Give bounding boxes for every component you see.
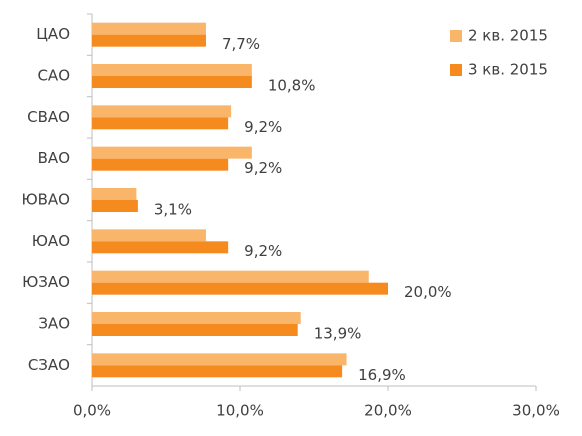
bar bbox=[92, 229, 206, 242]
bar bbox=[92, 76, 252, 88]
value-label: 9,2% bbox=[244, 118, 282, 136]
bar bbox=[92, 188, 137, 200]
bar bbox=[92, 324, 298, 336]
x-tick-label: 10,0% bbox=[216, 402, 264, 420]
y-tick-label: ЮАО bbox=[32, 232, 70, 250]
legend-label: 2 кв. 2015 bbox=[468, 27, 548, 45]
bar bbox=[92, 353, 347, 366]
bar bbox=[92, 241, 229, 254]
legend-swatch bbox=[450, 30, 462, 42]
bar bbox=[92, 158, 229, 171]
bar bbox=[92, 34, 206, 47]
bar bbox=[92, 146, 252, 159]
bar bbox=[92, 117, 229, 130]
bar bbox=[92, 365, 343, 378]
bar bbox=[92, 270, 369, 283]
legend-label: 3 кв. 2015 bbox=[468, 61, 548, 79]
value-label: 10,8% bbox=[268, 77, 316, 95]
y-tick-label: СЗАО bbox=[28, 356, 70, 374]
value-label: 20,0% bbox=[404, 283, 452, 301]
bar bbox=[92, 64, 252, 76]
x-tick-label: 30,0% bbox=[512, 402, 560, 420]
y-tick-label: ВАО bbox=[38, 149, 70, 167]
bar bbox=[92, 200, 138, 212]
value-label: 16,9% bbox=[358, 366, 406, 384]
value-label: 3,1% bbox=[154, 201, 192, 219]
y-tick-label: ЗАО bbox=[38, 315, 70, 333]
x-tick-label: 0,0% bbox=[73, 402, 111, 420]
bar bbox=[92, 282, 388, 295]
value-label: 9,2% bbox=[244, 159, 282, 177]
value-label: 7,7% bbox=[222, 35, 260, 53]
y-tick-label: ЦАО bbox=[36, 25, 70, 43]
bar bbox=[92, 22, 206, 35]
y-tick-label: ЮЗАО bbox=[22, 273, 70, 291]
y-tick-label: САО bbox=[37, 67, 70, 85]
value-label: 9,2% bbox=[244, 242, 282, 260]
bar bbox=[92, 312, 301, 324]
bar bbox=[92, 105, 232, 118]
legend-swatch bbox=[450, 64, 462, 76]
y-tick-label: СВАО bbox=[27, 108, 70, 126]
value-label: 13,9% bbox=[314, 325, 362, 343]
y-tick-label: ЮВАО bbox=[21, 191, 70, 209]
x-tick-label: 20,0% bbox=[364, 402, 412, 420]
